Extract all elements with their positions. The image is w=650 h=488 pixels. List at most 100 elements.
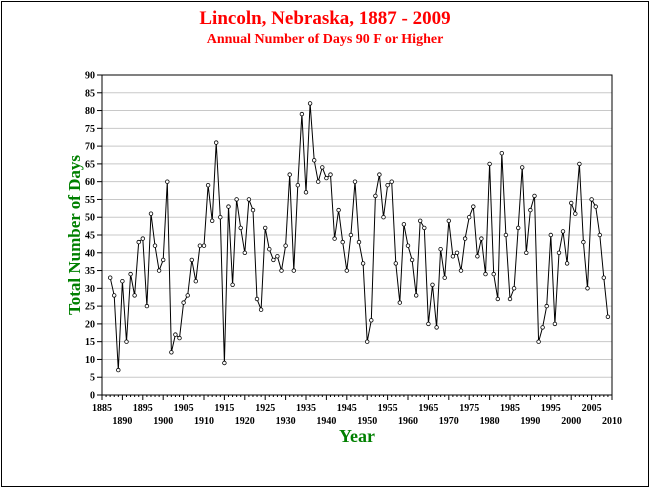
x-tick-label: 2010 [602,416,622,427]
data-point [136,239,141,245]
data-point [540,325,545,330]
data-series [107,101,611,373]
x-tick-label: 1895 [133,403,153,414]
chart-subtitle: Annual Number of Days 90 F or Higher [206,32,444,47]
data-point [446,218,451,223]
data-point [573,211,578,216]
data-point [414,293,419,298]
x-tick-label: 1955 [378,403,398,414]
data-point [532,193,537,199]
x-tick-label: 1985 [500,403,520,414]
data-point [111,293,117,298]
data-point [132,293,137,298]
x-tick-label: 1930 [276,416,296,427]
data-point [462,236,468,241]
data-point [124,339,129,344]
y-axis-ticks: 0 5 10 15 20 25 30 35 40 45 50 55 60 65 70 75 80 85 90 [85,71,102,402]
data-point [389,179,394,184]
data-point [275,254,280,259]
data-point [422,225,427,231]
data-point [556,250,562,255]
y-tick-label: 30 [85,284,95,295]
data-point [152,243,158,248]
data-point [467,214,472,220]
data-point [144,303,150,309]
data-point [303,190,309,195]
data-point [430,282,435,287]
data-point [295,182,300,188]
data-point [548,232,553,238]
x-tick-label: 1950 [357,416,377,427]
data-point [213,140,219,145]
data-point [312,158,317,163]
data-point [585,286,590,291]
y-tick-label: 70 [85,142,95,153]
data-point [385,182,390,188]
data-point [283,243,288,248]
data-point [560,229,566,234]
data-point [405,243,411,248]
x-tick-label: 1910 [194,416,214,427]
data-point [267,246,272,252]
data-point [340,239,345,245]
data-point [116,367,121,373]
data-point [475,254,480,259]
data-point [128,271,133,277]
data-point [434,325,439,330]
data-point [593,204,598,209]
y-tick-label: 80 [85,106,95,117]
data-point [307,101,313,106]
data-point [458,268,464,273]
data-point [569,200,574,206]
data-point [165,179,170,184]
y-tick-label: 50 [85,213,95,224]
series-line [109,103,609,371]
data-point [254,296,260,302]
data-point [503,232,509,238]
x-tick-label: 1885 [92,403,112,414]
data-point [222,360,227,366]
data-point [177,335,182,341]
data-point [377,172,382,177]
data-point [328,172,333,177]
data-point [507,296,513,302]
chart-title: Lincoln, Nebraska, 1887 - 2009 [199,8,451,29]
y-tick-label: 0 [90,391,95,402]
data-point [373,193,378,199]
y-tick-label: 25 [85,302,95,313]
data-point [605,314,611,319]
data-point [454,250,460,255]
data-point [320,165,325,170]
data-point [581,239,586,245]
data-point [487,161,492,167]
data-point [516,225,521,231]
data-point [499,150,504,156]
data-point [369,318,374,323]
data-point [332,236,337,241]
data-point [193,279,198,284]
data-point [173,332,178,337]
data-point [577,161,582,167]
data-point [589,197,594,202]
data-point [209,218,215,223]
data-point [401,222,407,227]
x-tick-label: 2000 [561,416,581,427]
data-point [426,321,431,327]
x-axis-title: Year [339,426,375,446]
x-tick-label: 1890 [112,416,132,427]
data-point [324,175,329,181]
y-tick-label: 45 [85,231,95,242]
y-tick-label: 20 [85,319,95,330]
x-tick-label: 1965 [418,403,438,414]
data-point [450,254,456,259]
data-point [189,257,194,263]
data-point [234,197,239,202]
data-point [287,172,292,177]
data-point [279,268,284,273]
data-point [536,339,541,344]
data-point [336,207,341,213]
data-point [352,179,358,184]
x-tick-label: 1915 [214,403,234,414]
